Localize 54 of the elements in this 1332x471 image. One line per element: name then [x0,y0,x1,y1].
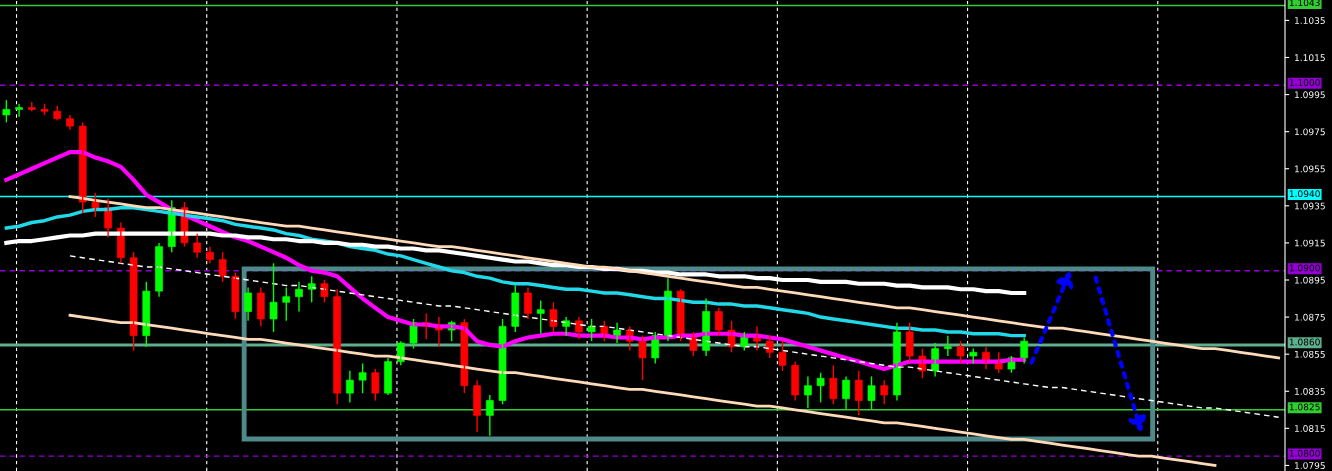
candlestick [91,192,100,218]
candlestick [27,101,36,112]
candlestick [129,251,138,352]
candlestick [816,372,825,404]
candlestick [587,318,596,342]
ref-line-label: 1.1000 [1289,79,1320,86]
ref-line-label: 1.0940 [1289,190,1320,198]
y-tick-label: 1.0875 [1295,313,1325,321]
y-tick-label: 1.1015 [1295,54,1325,62]
candlestick [994,351,1003,374]
ref-line-label: 1.1043 [1289,0,1320,7]
line-series [68,313,1217,467]
y-tick-label: 1.0935 [1295,202,1325,210]
y-tick-label: 1.0815 [1295,425,1325,432]
candlestick [549,301,558,333]
candlestick [829,364,838,405]
candlestick [15,103,23,118]
candlestick [867,375,876,411]
candlestick [231,271,240,320]
line-series [68,195,1281,360]
candlestick [778,340,787,372]
line-series [4,149,1027,372]
y-tick-label: 1.0895 [1295,276,1325,284]
candlestick [218,251,227,283]
y-tick-label: 1.1035 [1295,17,1325,24]
y-tick-label: 1.0915 [1295,239,1325,247]
ref-line-label: 1.0860 [1289,338,1320,346]
ref-line-label: 1.0900 [1289,264,1320,272]
candlestick [2,99,11,124]
candlestick [638,334,647,381]
y-tick-label: 1.0855 [1295,350,1325,358]
candlestick [498,318,507,405]
candlestick [269,262,278,333]
candlestick [371,368,380,402]
candlestick [460,318,469,394]
ref-line-label: 1.0825 [1289,403,1320,411]
candlestick [511,284,520,333]
y-tick-label: 1.0795 [1295,462,1325,469]
candlestick [193,232,202,259]
y-tick-label: 1.0995 [1295,91,1325,99]
candlestick [307,275,316,303]
candlestick [854,370,863,417]
y-tick-label: 1.0955 [1295,165,1325,173]
candlestick [536,299,545,335]
candlestick [358,362,367,394]
candlestick [944,334,952,357]
candlestick [880,379,889,405]
ref-line-label: 1.0800 [1289,449,1320,457]
y-tick-label: 1.0835 [1295,387,1325,395]
candlestick [956,340,965,365]
candlestick [905,321,914,363]
candlestick [320,279,329,303]
y-tick-label: 1.0975 [1295,128,1325,136]
candlestick [282,286,291,322]
